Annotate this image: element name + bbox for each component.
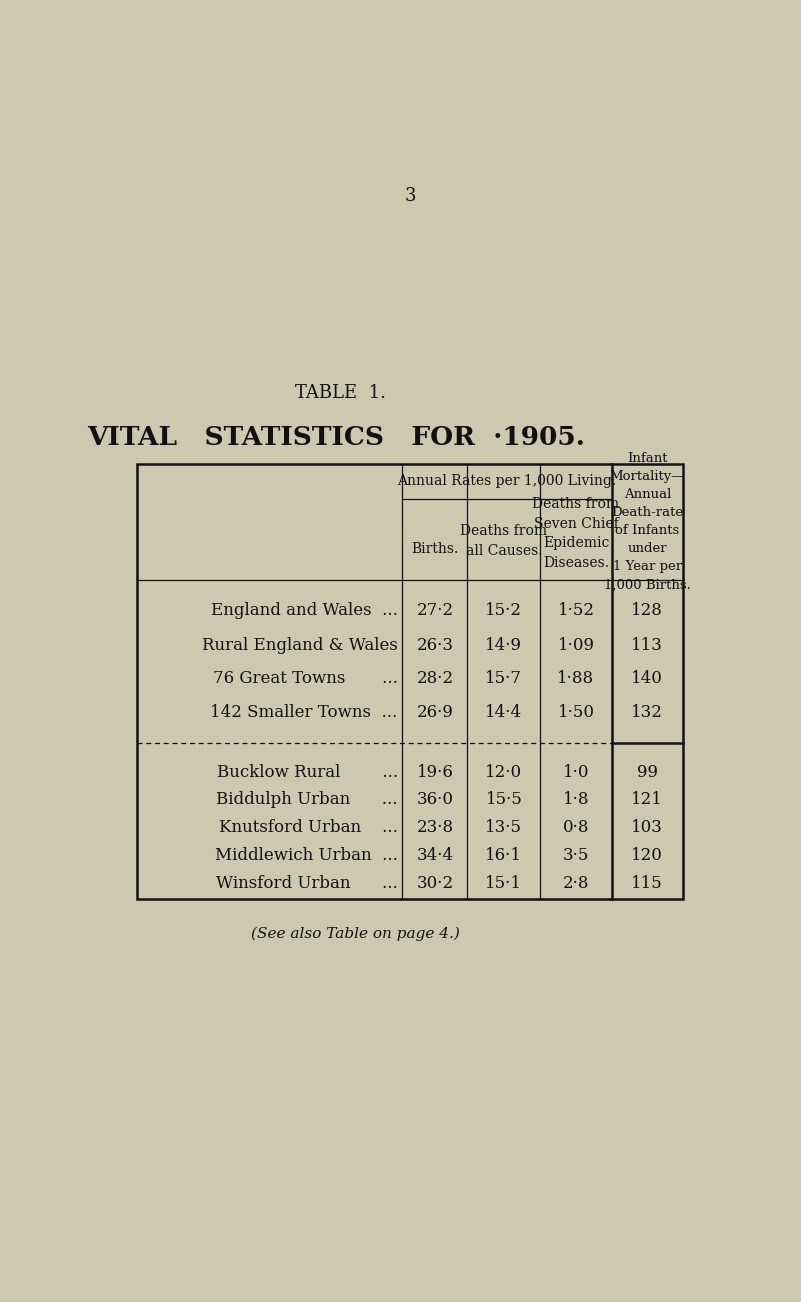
Text: Biddulph Urban      ...: Biddulph Urban ... bbox=[216, 792, 398, 809]
Text: England and Wales  ...: England and Wales ... bbox=[211, 602, 398, 618]
Text: TABLE  1.: TABLE 1. bbox=[295, 384, 386, 402]
Text: Deaths from
Seven Chief
Epidemic
Diseases.: Deaths from Seven Chief Epidemic Disease… bbox=[533, 497, 619, 570]
Text: 3: 3 bbox=[405, 187, 416, 206]
Text: 36·0: 36·0 bbox=[417, 792, 453, 809]
Text: 14·4: 14·4 bbox=[485, 703, 522, 721]
Text: 2·8: 2·8 bbox=[563, 875, 590, 892]
Text: 115: 115 bbox=[631, 875, 663, 892]
Text: 1·52: 1·52 bbox=[557, 602, 594, 618]
Text: Knutsford Urban    ...: Knutsford Urban ... bbox=[219, 819, 398, 836]
Text: 15·1: 15·1 bbox=[485, 875, 522, 892]
Text: 140: 140 bbox=[631, 669, 663, 686]
Text: 27·2: 27·2 bbox=[417, 602, 453, 618]
Text: (See also Table on page 4.): (See also Table on page 4.) bbox=[252, 927, 461, 941]
Text: 26·9: 26·9 bbox=[417, 703, 453, 721]
Text: 23·8: 23·8 bbox=[417, 819, 453, 836]
Text: 76 Great Towns       ...: 76 Great Towns ... bbox=[213, 669, 398, 686]
Text: Infant
Mortality—
Annual
Death-rate
of Infants
under
1 Year per
1,000 Births.: Infant Mortality— Annual Death-rate of I… bbox=[604, 453, 690, 591]
Text: 12·0: 12·0 bbox=[485, 764, 522, 781]
Text: 15·5: 15·5 bbox=[485, 792, 522, 809]
Text: 19·6: 19·6 bbox=[417, 764, 453, 781]
Text: 142 Smaller Towns  ...: 142 Smaller Towns ... bbox=[211, 703, 398, 721]
Text: 30·2: 30·2 bbox=[417, 875, 453, 892]
Text: 113: 113 bbox=[631, 637, 663, 654]
Text: 34·4: 34·4 bbox=[417, 846, 453, 865]
Text: Middlewich Urban  ...: Middlewich Urban ... bbox=[215, 846, 398, 865]
Bar bbox=[137, 465, 683, 900]
Text: Bucklow Rural        ...: Bucklow Rural ... bbox=[216, 764, 398, 781]
Text: 103: 103 bbox=[631, 819, 663, 836]
Text: 121: 121 bbox=[631, 792, 663, 809]
Text: Annual Rates per 1,000 Living.: Annual Rates per 1,000 Living. bbox=[397, 474, 617, 488]
Text: 0·8: 0·8 bbox=[563, 819, 590, 836]
Text: 15·7: 15·7 bbox=[485, 669, 522, 686]
Text: 26·3: 26·3 bbox=[417, 637, 453, 654]
Text: 13·5: 13·5 bbox=[485, 819, 522, 836]
Text: 14·9: 14·9 bbox=[485, 637, 522, 654]
Text: 128: 128 bbox=[631, 602, 663, 618]
Text: 1·0: 1·0 bbox=[563, 764, 590, 781]
Text: 120: 120 bbox=[631, 846, 663, 865]
Text: 16·1: 16·1 bbox=[485, 846, 522, 865]
Text: 1·50: 1·50 bbox=[557, 703, 594, 721]
Text: Deaths from
all Causes.: Deaths from all Causes. bbox=[461, 525, 547, 559]
Text: VITAL   STATISTICS   FOR  ·1905.: VITAL STATISTICS FOR ·1905. bbox=[87, 424, 586, 449]
Text: 132: 132 bbox=[631, 703, 663, 721]
Text: 1·8: 1·8 bbox=[563, 792, 590, 809]
Text: Rural England & Wales: Rural England & Wales bbox=[202, 637, 398, 654]
Text: 1·88: 1·88 bbox=[557, 669, 594, 686]
Text: 28·2: 28·2 bbox=[417, 669, 453, 686]
Text: Winsford Urban      ...: Winsford Urban ... bbox=[216, 875, 398, 892]
Text: 99: 99 bbox=[637, 764, 658, 781]
Text: 15·2: 15·2 bbox=[485, 602, 522, 618]
Text: Births.: Births. bbox=[411, 542, 458, 556]
Text: 3·5: 3·5 bbox=[563, 846, 590, 865]
Text: 1·09: 1·09 bbox=[557, 637, 594, 654]
